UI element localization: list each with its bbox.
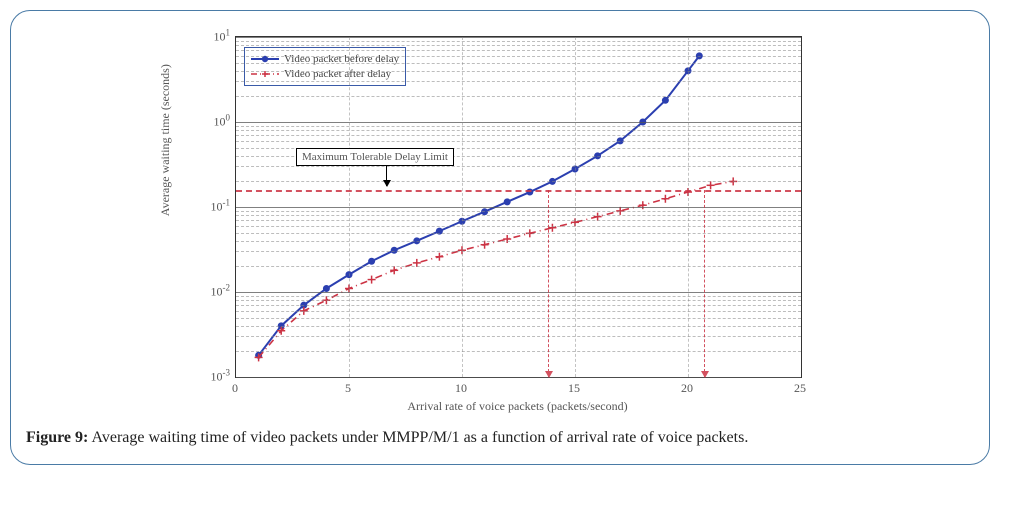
- chart: Average waiting time (seconds) Video pac…: [150, 21, 850, 421]
- legend-label-after: Video packet after delay: [284, 68, 391, 80]
- figure-container: Average waiting time (seconds) Video pac…: [10, 10, 990, 465]
- delay-limit-vline: [704, 190, 705, 377]
- ytick-label: 100: [200, 113, 230, 130]
- ytick-label: 10-2: [200, 283, 230, 300]
- ytick-label: 10-3: [200, 368, 230, 385]
- xtick-label: 20: [681, 381, 693, 396]
- xtick-label: 15: [568, 381, 580, 396]
- legend: Video packet before delay Video packet a…: [244, 47, 406, 86]
- figure-caption-text: Average waiting time of video packets un…: [91, 429, 748, 446]
- legend-item-before: Video packet before delay: [251, 51, 399, 66]
- xtick-label: 25: [794, 381, 806, 396]
- annotation-arrow-icon: [386, 166, 387, 186]
- delay-limit-annotation: Maximum Tolerable Delay Limit: [296, 148, 454, 166]
- figure-caption-label: Figure 9:: [26, 429, 88, 446]
- delay-limit-vline: [548, 190, 549, 377]
- chart-wrap: Average waiting time (seconds) Video pac…: [26, 21, 974, 421]
- xtick-label: 0: [232, 381, 238, 396]
- delay-limit-line: [236, 190, 801, 192]
- figure-caption: Figure 9: Average waiting time of video …: [26, 427, 974, 449]
- x-axis-label: Arrival rate of voice packets (packets/s…: [235, 399, 800, 414]
- ytick-label: 10-1: [200, 198, 230, 215]
- xtick-label: 10: [455, 381, 467, 396]
- xtick-label: 5: [345, 381, 351, 396]
- ytick-label: 101: [200, 28, 230, 45]
- plot-area: Video packet before delay Video packet a…: [235, 36, 802, 378]
- legend-item-after: Video packet after delay: [251, 66, 399, 81]
- y-axis-label: Average waiting time (seconds): [158, 64, 173, 216]
